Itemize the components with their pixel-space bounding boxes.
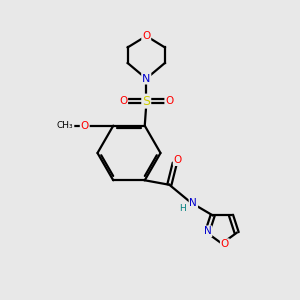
Text: N: N — [204, 226, 212, 236]
Text: H: H — [179, 204, 186, 213]
Text: O: O — [221, 239, 229, 249]
Text: O: O — [119, 96, 127, 106]
Text: O: O — [165, 96, 173, 106]
Text: O: O — [81, 121, 89, 131]
Text: CH₃: CH₃ — [57, 121, 74, 130]
Text: O: O — [142, 31, 150, 41]
Text: S: S — [142, 94, 150, 108]
Text: N: N — [142, 74, 150, 84]
Text: O: O — [174, 155, 182, 165]
Text: N: N — [190, 198, 197, 208]
